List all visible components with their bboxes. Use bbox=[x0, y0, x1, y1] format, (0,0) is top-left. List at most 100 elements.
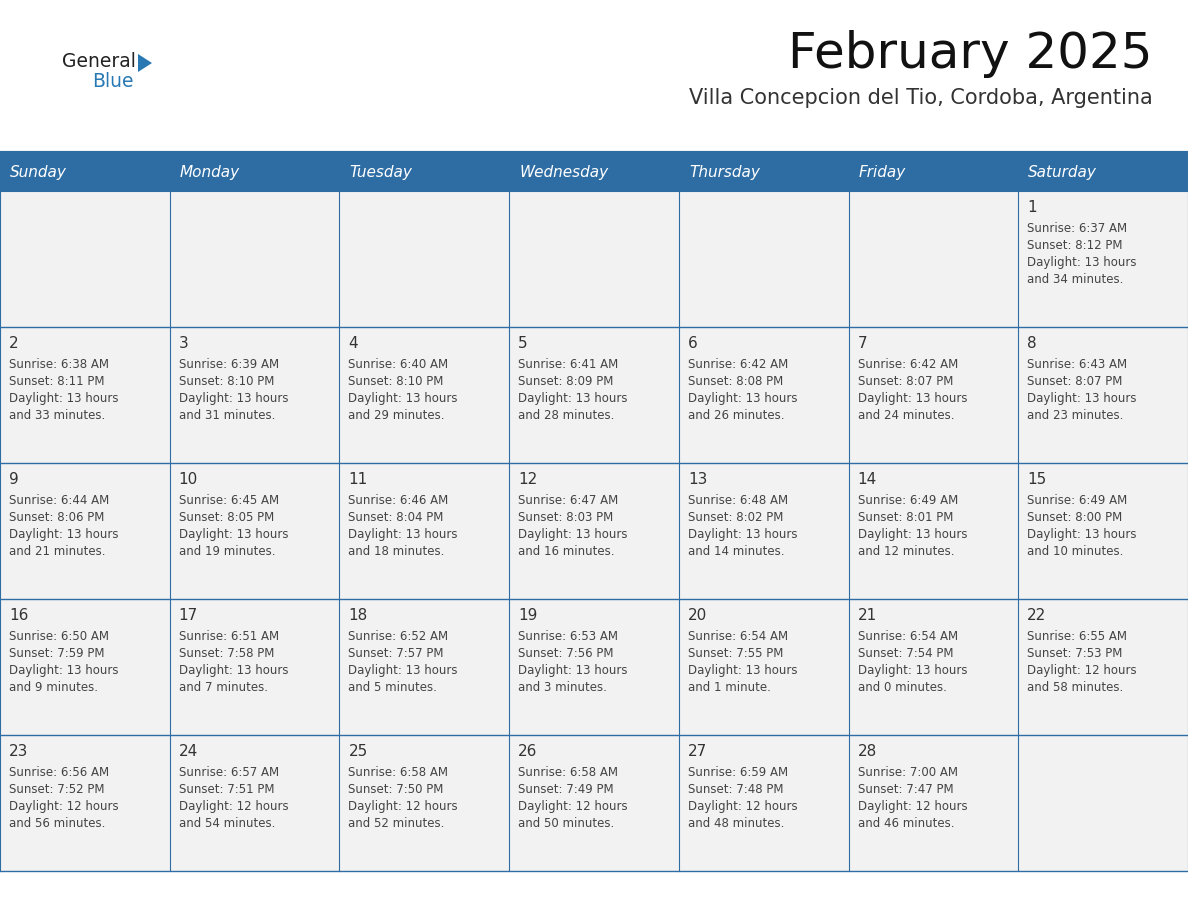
Text: Sunset: 8:05 PM: Sunset: 8:05 PM bbox=[178, 511, 274, 524]
Text: Sunrise: 6:42 AM: Sunrise: 6:42 AM bbox=[688, 358, 788, 371]
Text: Daylight: 13 hours: Daylight: 13 hours bbox=[10, 528, 119, 541]
Text: Daylight: 13 hours: Daylight: 13 hours bbox=[178, 528, 289, 541]
Text: Sunset: 7:59 PM: Sunset: 7:59 PM bbox=[10, 647, 105, 660]
Text: Daylight: 13 hours: Daylight: 13 hours bbox=[688, 392, 797, 405]
Text: Sunrise: 6:57 AM: Sunrise: 6:57 AM bbox=[178, 766, 279, 779]
Text: Sunrise: 6:46 AM: Sunrise: 6:46 AM bbox=[348, 494, 449, 507]
Text: Sunset: 7:54 PM: Sunset: 7:54 PM bbox=[858, 647, 953, 660]
Text: Daylight: 13 hours: Daylight: 13 hours bbox=[1028, 256, 1137, 269]
Text: Daylight: 13 hours: Daylight: 13 hours bbox=[1028, 528, 1137, 541]
Text: and 54 minutes.: and 54 minutes. bbox=[178, 817, 276, 830]
Text: Daylight: 13 hours: Daylight: 13 hours bbox=[518, 528, 627, 541]
Bar bbox=[510, 327, 678, 463]
Bar bbox=[510, 599, 678, 735]
Text: 7: 7 bbox=[858, 336, 867, 351]
Text: Sunset: 8:02 PM: Sunset: 8:02 PM bbox=[688, 511, 783, 524]
Text: and 28 minutes.: and 28 minutes. bbox=[518, 409, 614, 422]
Bar bbox=[678, 327, 848, 463]
Bar bbox=[340, 463, 510, 599]
Text: Sunrise: 6:44 AM: Sunrise: 6:44 AM bbox=[10, 494, 109, 507]
Text: 1: 1 bbox=[1028, 200, 1037, 215]
Text: Sunset: 7:51 PM: Sunset: 7:51 PM bbox=[178, 783, 274, 796]
Text: Friday: Friday bbox=[859, 164, 905, 180]
Text: Sunset: 7:52 PM: Sunset: 7:52 PM bbox=[10, 783, 105, 796]
Text: Sunrise: 6:38 AM: Sunrise: 6:38 AM bbox=[10, 358, 109, 371]
Text: 10: 10 bbox=[178, 472, 198, 487]
Text: Wednesday: Wednesday bbox=[519, 164, 608, 180]
Text: 19: 19 bbox=[518, 608, 537, 623]
Text: Sunrise: 6:48 AM: Sunrise: 6:48 AM bbox=[688, 494, 788, 507]
Bar bbox=[0, 599, 170, 735]
Bar bbox=[0, 191, 170, 327]
Text: Sunrise: 6:50 AM: Sunrise: 6:50 AM bbox=[10, 630, 109, 643]
Text: and 9 minutes.: and 9 minutes. bbox=[10, 681, 97, 694]
Text: and 29 minutes.: and 29 minutes. bbox=[348, 409, 446, 422]
Bar bbox=[0, 327, 170, 463]
Bar bbox=[510, 463, 678, 599]
Bar bbox=[1018, 735, 1188, 871]
Text: 25: 25 bbox=[348, 744, 367, 759]
Bar bbox=[1018, 599, 1188, 735]
Text: Sunset: 8:09 PM: Sunset: 8:09 PM bbox=[518, 375, 613, 388]
Text: Sunset: 7:49 PM: Sunset: 7:49 PM bbox=[518, 783, 614, 796]
Text: Sunrise: 6:59 AM: Sunrise: 6:59 AM bbox=[688, 766, 788, 779]
Bar bbox=[340, 599, 510, 735]
Bar bbox=[340, 735, 510, 871]
Text: and 19 minutes.: and 19 minutes. bbox=[178, 545, 276, 558]
Text: 13: 13 bbox=[688, 472, 707, 487]
Text: Daylight: 13 hours: Daylight: 13 hours bbox=[518, 664, 627, 677]
Text: Saturday: Saturday bbox=[1029, 164, 1098, 180]
Text: and 1 minute.: and 1 minute. bbox=[688, 681, 771, 694]
Text: Daylight: 13 hours: Daylight: 13 hours bbox=[688, 664, 797, 677]
Text: Sunset: 8:00 PM: Sunset: 8:00 PM bbox=[1028, 511, 1123, 524]
Text: 17: 17 bbox=[178, 608, 198, 623]
Text: Daylight: 13 hours: Daylight: 13 hours bbox=[178, 392, 289, 405]
Text: and 56 minutes.: and 56 minutes. bbox=[10, 817, 106, 830]
Text: Sunday: Sunday bbox=[10, 164, 67, 180]
Text: Daylight: 12 hours: Daylight: 12 hours bbox=[348, 800, 459, 813]
Text: 4: 4 bbox=[348, 336, 358, 351]
Text: 11: 11 bbox=[348, 472, 367, 487]
Bar bbox=[0, 153, 170, 191]
Text: and 16 minutes.: and 16 minutes. bbox=[518, 545, 614, 558]
Text: Sunset: 8:04 PM: Sunset: 8:04 PM bbox=[348, 511, 444, 524]
Text: 26: 26 bbox=[518, 744, 537, 759]
Text: Daylight: 12 hours: Daylight: 12 hours bbox=[688, 800, 797, 813]
Bar bbox=[848, 599, 1018, 735]
Text: Daylight: 12 hours: Daylight: 12 hours bbox=[518, 800, 627, 813]
Bar bbox=[170, 463, 340, 599]
Text: and 24 minutes.: and 24 minutes. bbox=[858, 409, 954, 422]
Text: Daylight: 13 hours: Daylight: 13 hours bbox=[10, 664, 119, 677]
Bar bbox=[678, 153, 848, 191]
Text: Sunrise: 6:54 AM: Sunrise: 6:54 AM bbox=[858, 630, 958, 643]
Text: Daylight: 12 hours: Daylight: 12 hours bbox=[10, 800, 119, 813]
Text: Sunset: 8:07 PM: Sunset: 8:07 PM bbox=[1028, 375, 1123, 388]
Text: Sunset: 7:58 PM: Sunset: 7:58 PM bbox=[178, 647, 274, 660]
Bar bbox=[340, 191, 510, 327]
Text: Daylight: 12 hours: Daylight: 12 hours bbox=[858, 800, 967, 813]
Text: 9: 9 bbox=[10, 472, 19, 487]
Text: and 0 minutes.: and 0 minutes. bbox=[858, 681, 947, 694]
Text: 21: 21 bbox=[858, 608, 877, 623]
Bar bbox=[848, 327, 1018, 463]
Text: Daylight: 13 hours: Daylight: 13 hours bbox=[518, 392, 627, 405]
Text: 18: 18 bbox=[348, 608, 367, 623]
Text: 24: 24 bbox=[178, 744, 198, 759]
Text: and 14 minutes.: and 14 minutes. bbox=[688, 545, 784, 558]
Text: Tuesday: Tuesday bbox=[349, 164, 412, 180]
Text: and 12 minutes.: and 12 minutes. bbox=[858, 545, 954, 558]
Text: Sunset: 7:50 PM: Sunset: 7:50 PM bbox=[348, 783, 444, 796]
Text: 16: 16 bbox=[10, 608, 29, 623]
Bar bbox=[848, 153, 1018, 191]
Text: Sunset: 8:10 PM: Sunset: 8:10 PM bbox=[178, 375, 274, 388]
Bar bbox=[1018, 463, 1188, 599]
Text: and 7 minutes.: and 7 minutes. bbox=[178, 681, 267, 694]
Text: Daylight: 13 hours: Daylight: 13 hours bbox=[858, 392, 967, 405]
Text: Daylight: 13 hours: Daylight: 13 hours bbox=[178, 664, 289, 677]
Bar bbox=[170, 153, 340, 191]
Bar bbox=[170, 735, 340, 871]
Text: Daylight: 13 hours: Daylight: 13 hours bbox=[858, 664, 967, 677]
Text: and 23 minutes.: and 23 minutes. bbox=[1028, 409, 1124, 422]
Text: Sunset: 8:07 PM: Sunset: 8:07 PM bbox=[858, 375, 953, 388]
Text: Daylight: 13 hours: Daylight: 13 hours bbox=[1028, 392, 1137, 405]
